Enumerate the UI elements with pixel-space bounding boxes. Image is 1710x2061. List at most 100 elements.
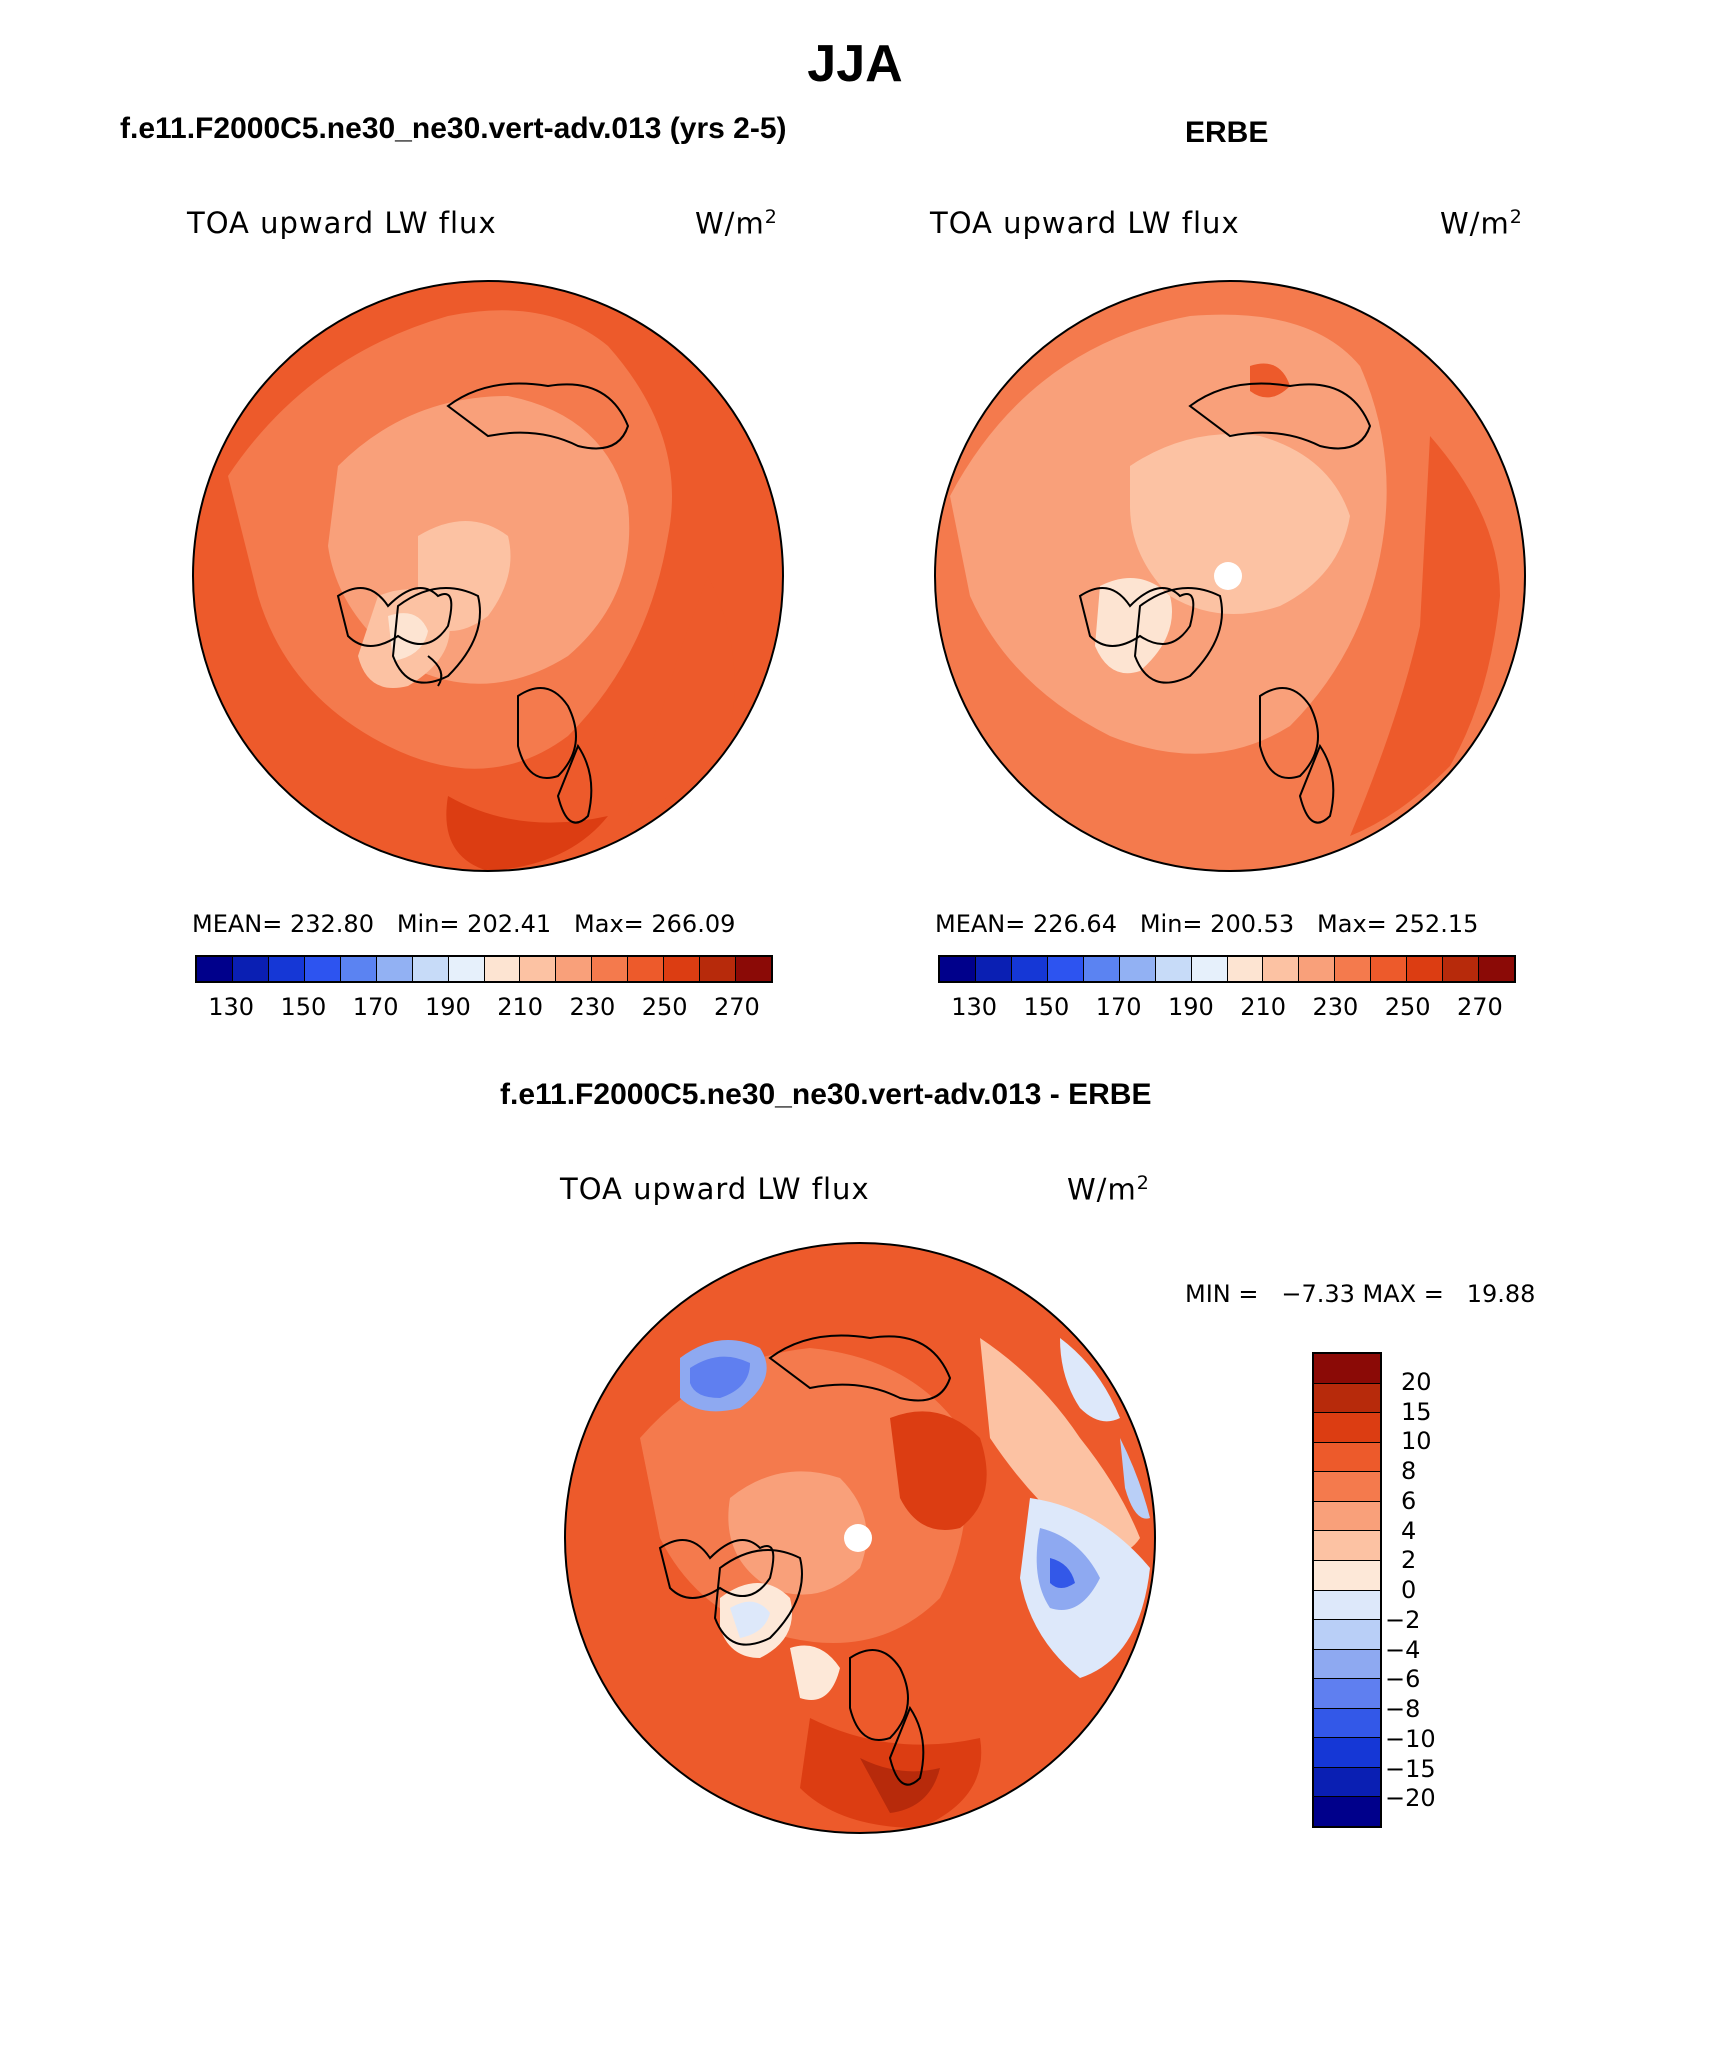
colorbar-swatch [1314, 1501, 1380, 1532]
colorbar-tick-label: 250 [641, 993, 688, 1021]
colorbar-swatch [1011, 957, 1048, 981]
diff-case-title: f.e11.F2000C5.ne30_ne30.vert-adv.013 - E… [500, 1078, 1152, 1111]
left-stats: MEAN= 232.80 Min= 202.41 Max= 266.09 [192, 910, 736, 938]
colorbar-tick-label: 15 [1401, 1397, 1432, 1426]
colorbar-tick-label: −4 [1385, 1635, 1421, 1664]
colorbar-tick-label: −8 [1385, 1695, 1421, 1723]
diff-polar-map [564, 1242, 1156, 1834]
left-variable-label: TOA upward LW flux [187, 206, 497, 240]
colorbar-swatch [1191, 957, 1228, 981]
colorbar-swatch [1314, 1738, 1380, 1768]
colorbar-tick-label: 2 [1401, 1546, 1417, 1575]
colorbar-swatch [664, 957, 701, 981]
colorbar-swatch [1314, 1679, 1380, 1709]
colorbar-swatch [520, 957, 557, 981]
diff-units-label: W/m2 [1067, 1172, 1150, 1207]
colorbar-tick-label: 6 [1401, 1486, 1417, 1515]
right-polar-map [934, 280, 1526, 872]
colorbar-tick-label: 8 [1401, 1457, 1417, 1485]
colorbar-swatch [232, 957, 269, 981]
colorbar-tick-label: 250 [1384, 993, 1431, 1021]
left-units-label: W/m2 [695, 206, 778, 241]
colorbar-swatch [592, 957, 629, 981]
colorbar-swatch [376, 957, 413, 981]
colorbar-swatch [1314, 1383, 1380, 1414]
colorbar-tick-label: 0 [1401, 1576, 1417, 1604]
colorbar-swatch [1443, 957, 1480, 981]
right-stats: MEAN= 226.64 Min= 200.53 Max= 252.15 [935, 910, 1479, 938]
colorbar-swatch [1314, 1413, 1380, 1443]
colorbar-swatch [1263, 957, 1300, 981]
colorbar-tick-label: 190 [424, 993, 471, 1021]
right-colorbar-ticks: 130 150 170 190 210 230 250 270 [938, 993, 1516, 1023]
diff-missing-pole-marker [844, 1524, 872, 1552]
colorbar-tick-label: 10 [1401, 1427, 1432, 1456]
colorbar-tick-label: 230 [569, 993, 616, 1021]
diff-colorbar-ticks: 20 15 10 8 6 4 2 0 −2 −4 −6 −8 −10 −15 −20 [1385, 1352, 1473, 1828]
colorbar-swatch [1314, 1560, 1380, 1591]
colorbar-tick-label: 270 [713, 993, 760, 1021]
left-case-title: f.e11.F2000C5.ne30_ne30.vert-adv.013 (yr… [120, 112, 787, 145]
colorbar-swatch [304, 957, 341, 981]
right-units-label: W/m2 [1440, 206, 1523, 241]
colorbar-swatch [1335, 957, 1372, 981]
colorbar-swatch [412, 957, 449, 981]
colorbar-swatch [940, 957, 976, 981]
colorbar-tick-label: −20 [1385, 1784, 1436, 1813]
right-case-title: ERBE [1185, 116, 1269, 149]
colorbar-swatch [1299, 957, 1336, 981]
colorbar-swatch [1314, 1354, 1380, 1384]
colorbar-swatch [1314, 1767, 1380, 1798]
colorbar-swatch [197, 957, 233, 981]
colorbar-swatch [1314, 1649, 1380, 1680]
right-variable-label: TOA upward LW flux [930, 206, 1240, 240]
colorbar-swatch [448, 957, 485, 981]
colorbar-swatch [1371, 957, 1408, 981]
colorbar-tick-label: 210 [1240, 993, 1287, 1021]
missing-pole-marker [1214, 562, 1242, 590]
colorbar-tick-label: −10 [1385, 1724, 1436, 1753]
colorbar-swatch [340, 957, 377, 981]
colorbar-tick-label: −2 [1385, 1605, 1421, 1634]
colorbar-swatch [1119, 957, 1156, 981]
colorbar-tick-label: 130 [208, 993, 255, 1021]
colorbar-swatch [1155, 957, 1192, 981]
colorbar-tick-label: −15 [1385, 1754, 1436, 1783]
main-title: JJA [807, 35, 903, 93]
colorbar-tick-label: 150 [1023, 993, 1070, 1021]
colorbar-tick-label: 150 [280, 993, 327, 1021]
right-colorbar [938, 955, 1516, 983]
colorbar-swatch [1314, 1797, 1380, 1826]
colorbar-swatch [1314, 1708, 1380, 1739]
colorbar-tick-label: 170 [1095, 993, 1142, 1021]
colorbar-swatch [268, 957, 305, 981]
left-colorbar-ticks: 130 150 170 190 210 230 250 270 [195, 993, 773, 1023]
colorbar-tick-label: 230 [1312, 993, 1359, 1021]
diff-minmax: MIN = −7.33 MAX = 19.88 [1185, 1280, 1536, 1308]
colorbar-swatch [1314, 1442, 1380, 1473]
diff-colorbar [1312, 1352, 1382, 1828]
colorbar-swatch [1227, 957, 1264, 981]
colorbar-tick-label: 4 [1401, 1516, 1417, 1545]
colorbar-swatch [556, 957, 593, 981]
colorbar-swatch [1047, 957, 1084, 981]
colorbar-swatch [628, 957, 665, 981]
colorbar-swatch [1083, 957, 1120, 981]
diff-variable-label: TOA upward LW flux [560, 1172, 870, 1206]
colorbar-swatch [736, 957, 771, 981]
colorbar-tick-label: 170 [352, 993, 399, 1021]
colorbar-swatch [1314, 1590, 1380, 1621]
colorbar-swatch [1479, 957, 1514, 981]
left-colorbar [195, 955, 773, 983]
colorbar-swatch [700, 957, 737, 981]
colorbar-swatch [975, 957, 1012, 981]
colorbar-swatch [1407, 957, 1444, 981]
left-polar-map [192, 280, 784, 872]
colorbar-swatch [1314, 1620, 1380, 1650]
colorbar-tick-label: −6 [1385, 1665, 1421, 1694]
colorbar-swatch [484, 957, 521, 981]
colorbar-tick-label: 130 [951, 993, 998, 1021]
colorbar-swatch [1314, 1472, 1380, 1502]
colorbar-tick-label: 270 [1456, 993, 1503, 1021]
colorbar-tick-label: 190 [1167, 993, 1214, 1021]
